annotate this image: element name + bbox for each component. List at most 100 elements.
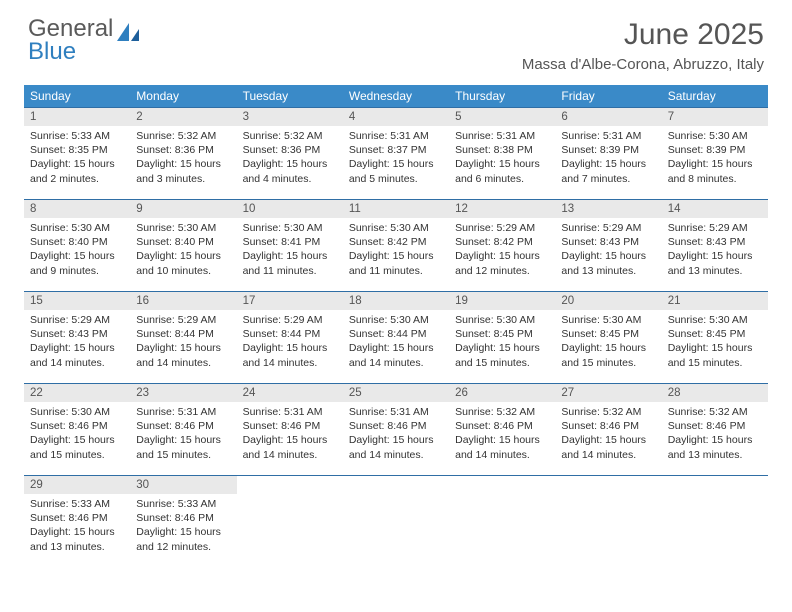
- calendar-day-cell: 28Sunrise: 5:32 AMSunset: 8:46 PMDayligh…: [662, 384, 768, 476]
- sunrise-text: Sunrise: 5:31 AM: [561, 129, 655, 143]
- daylight-text: Daylight: 15 hours and 14 minutes.: [30, 341, 124, 369]
- calendar-day-cell: ..: [662, 476, 768, 568]
- sunset-text: Sunset: 8:44 PM: [349, 327, 443, 341]
- day-content: Sunrise: 5:30 AMSunset: 8:40 PMDaylight:…: [130, 218, 236, 284]
- sunrise-text: Sunrise: 5:32 AM: [455, 405, 549, 419]
- sunset-text: Sunset: 8:36 PM: [243, 143, 337, 157]
- weekday-head: Monday: [130, 85, 236, 108]
- day-number: 2: [130, 108, 236, 126]
- weekday-head: Friday: [555, 85, 661, 108]
- brand-sail-icon: [115, 21, 141, 43]
- day-number: 18: [343, 292, 449, 310]
- daylight-text: Daylight: 15 hours and 13 minutes.: [30, 525, 124, 553]
- page-title: June 2025: [522, 18, 764, 52]
- day-content: Sunrise: 5:29 AMSunset: 8:44 PMDaylight:…: [130, 310, 236, 376]
- calendar-day-cell: 27Sunrise: 5:32 AMSunset: 8:46 PMDayligh…: [555, 384, 661, 476]
- day-number: 8: [24, 200, 130, 218]
- sunrise-text: Sunrise: 5:29 AM: [243, 313, 337, 327]
- calendar-day-cell: 26Sunrise: 5:32 AMSunset: 8:46 PMDayligh…: [449, 384, 555, 476]
- daylight-text: Daylight: 15 hours and 11 minutes.: [243, 249, 337, 277]
- day-content: Sunrise: 5:29 AMSunset: 8:43 PMDaylight:…: [555, 218, 661, 284]
- day-content: Sunrise: 5:30 AMSunset: 8:46 PMDaylight:…: [24, 402, 130, 468]
- day-number: 11: [343, 200, 449, 218]
- sunset-text: Sunset: 8:36 PM: [136, 143, 230, 157]
- sunset-text: Sunset: 8:37 PM: [349, 143, 443, 157]
- daylight-text: Daylight: 15 hours and 14 minutes.: [349, 433, 443, 461]
- daylight-text: Daylight: 15 hours and 14 minutes.: [243, 341, 337, 369]
- calendar-day-cell: 6Sunrise: 5:31 AMSunset: 8:39 PMDaylight…: [555, 108, 661, 200]
- sunset-text: Sunset: 8:46 PM: [30, 419, 124, 433]
- sunset-text: Sunset: 8:43 PM: [668, 235, 762, 249]
- calendar-day-cell: 20Sunrise: 5:30 AMSunset: 8:45 PMDayligh…: [555, 292, 661, 384]
- day-number: 14: [662, 200, 768, 218]
- sunset-text: Sunset: 8:46 PM: [561, 419, 655, 433]
- day-content: Sunrise: 5:33 AMSunset: 8:46 PMDaylight:…: [130, 494, 236, 560]
- calendar-day-cell: 23Sunrise: 5:31 AMSunset: 8:46 PMDayligh…: [130, 384, 236, 476]
- calendar-week-row: 8Sunrise: 5:30 AMSunset: 8:40 PMDaylight…: [24, 200, 768, 292]
- sunset-text: Sunset: 8:43 PM: [30, 327, 124, 341]
- brand-logo: General Blue: [28, 18, 141, 64]
- calendar-day-cell: 16Sunrise: 5:29 AMSunset: 8:44 PMDayligh…: [130, 292, 236, 384]
- sunset-text: Sunset: 8:46 PM: [455, 419, 549, 433]
- sunrise-text: Sunrise: 5:29 AM: [668, 221, 762, 235]
- day-number: 17: [237, 292, 343, 310]
- day-content: Sunrise: 5:33 AMSunset: 8:35 PMDaylight:…: [24, 126, 130, 192]
- day-number: 19: [449, 292, 555, 310]
- daylight-text: Daylight: 15 hours and 14 minutes.: [349, 341, 443, 369]
- sunrise-text: Sunrise: 5:31 AM: [136, 405, 230, 419]
- day-number: 12: [449, 200, 555, 218]
- sunrise-text: Sunrise: 5:30 AM: [668, 313, 762, 327]
- day-content: Sunrise: 5:30 AMSunset: 8:45 PMDaylight:…: [449, 310, 555, 376]
- page-subtitle: Massa d'Albe-Corona, Abruzzo, Italy: [522, 56, 764, 73]
- day-number: 28: [662, 384, 768, 402]
- sunrise-text: Sunrise: 5:31 AM: [455, 129, 549, 143]
- daylight-text: Daylight: 15 hours and 14 minutes.: [243, 433, 337, 461]
- calendar-day-cell: 5Sunrise: 5:31 AMSunset: 8:38 PMDaylight…: [449, 108, 555, 200]
- calendar-day-cell: 12Sunrise: 5:29 AMSunset: 8:42 PMDayligh…: [449, 200, 555, 292]
- sunrise-text: Sunrise: 5:31 AM: [349, 129, 443, 143]
- day-content: Sunrise: 5:30 AMSunset: 8:44 PMDaylight:…: [343, 310, 449, 376]
- day-number: 22: [24, 384, 130, 402]
- sunrise-text: Sunrise: 5:32 AM: [243, 129, 337, 143]
- weekday-head: Tuesday: [237, 85, 343, 108]
- brand-text: General Blue: [28, 18, 113, 64]
- weekday-head: Wednesday: [343, 85, 449, 108]
- sunrise-text: Sunrise: 5:32 AM: [136, 129, 230, 143]
- day-number: 1: [24, 108, 130, 126]
- day-content: Sunrise: 5:30 AMSunset: 8:45 PMDaylight:…: [555, 310, 661, 376]
- day-content: Sunrise: 5:30 AMSunset: 8:42 PMDaylight:…: [343, 218, 449, 284]
- sunrise-text: Sunrise: 5:30 AM: [349, 221, 443, 235]
- day-number: 6: [555, 108, 661, 126]
- sunset-text: Sunset: 8:39 PM: [668, 143, 762, 157]
- calendar-day-cell: 13Sunrise: 5:29 AMSunset: 8:43 PMDayligh…: [555, 200, 661, 292]
- sunset-text: Sunset: 8:40 PM: [136, 235, 230, 249]
- calendar-table: Sunday Monday Tuesday Wednesday Thursday…: [24, 85, 768, 568]
- day-content: Sunrise: 5:32 AMSunset: 8:36 PMDaylight:…: [237, 126, 343, 192]
- calendar-day-cell: 9Sunrise: 5:30 AMSunset: 8:40 PMDaylight…: [130, 200, 236, 292]
- title-block: June 2025 Massa d'Albe-Corona, Abruzzo, …: [522, 18, 764, 73]
- sunset-text: Sunset: 8:44 PM: [136, 327, 230, 341]
- page-header: General Blue June 2025 Massa d'Albe-Coro…: [0, 0, 792, 77]
- daylight-text: Daylight: 15 hours and 15 minutes.: [455, 341, 549, 369]
- sunrise-text: Sunrise: 5:29 AM: [455, 221, 549, 235]
- daylight-text: Daylight: 15 hours and 9 minutes.: [30, 249, 124, 277]
- day-number: 27: [555, 384, 661, 402]
- sunset-text: Sunset: 8:40 PM: [30, 235, 124, 249]
- calendar-day-cell: 1Sunrise: 5:33 AMSunset: 8:35 PMDaylight…: [24, 108, 130, 200]
- sunset-text: Sunset: 8:45 PM: [561, 327, 655, 341]
- day-number: 30: [130, 476, 236, 494]
- day-content: Sunrise: 5:31 AMSunset: 8:46 PMDaylight:…: [237, 402, 343, 468]
- day-number: 15: [24, 292, 130, 310]
- day-number: 4: [343, 108, 449, 126]
- sunset-text: Sunset: 8:46 PM: [136, 419, 230, 433]
- sunrise-text: Sunrise: 5:30 AM: [136, 221, 230, 235]
- day-content: Sunrise: 5:31 AMSunset: 8:39 PMDaylight:…: [555, 126, 661, 192]
- day-content: Sunrise: 5:29 AMSunset: 8:43 PMDaylight:…: [662, 218, 768, 284]
- sunset-text: Sunset: 8:45 PM: [668, 327, 762, 341]
- sunrise-text: Sunrise: 5:30 AM: [561, 313, 655, 327]
- day-content: Sunrise: 5:29 AMSunset: 8:44 PMDaylight:…: [237, 310, 343, 376]
- calendar-week-row: 29Sunrise: 5:33 AMSunset: 8:46 PMDayligh…: [24, 476, 768, 568]
- calendar-day-cell: ..: [237, 476, 343, 568]
- sunset-text: Sunset: 8:46 PM: [668, 419, 762, 433]
- calendar-day-cell: 8Sunrise: 5:30 AMSunset: 8:40 PMDaylight…: [24, 200, 130, 292]
